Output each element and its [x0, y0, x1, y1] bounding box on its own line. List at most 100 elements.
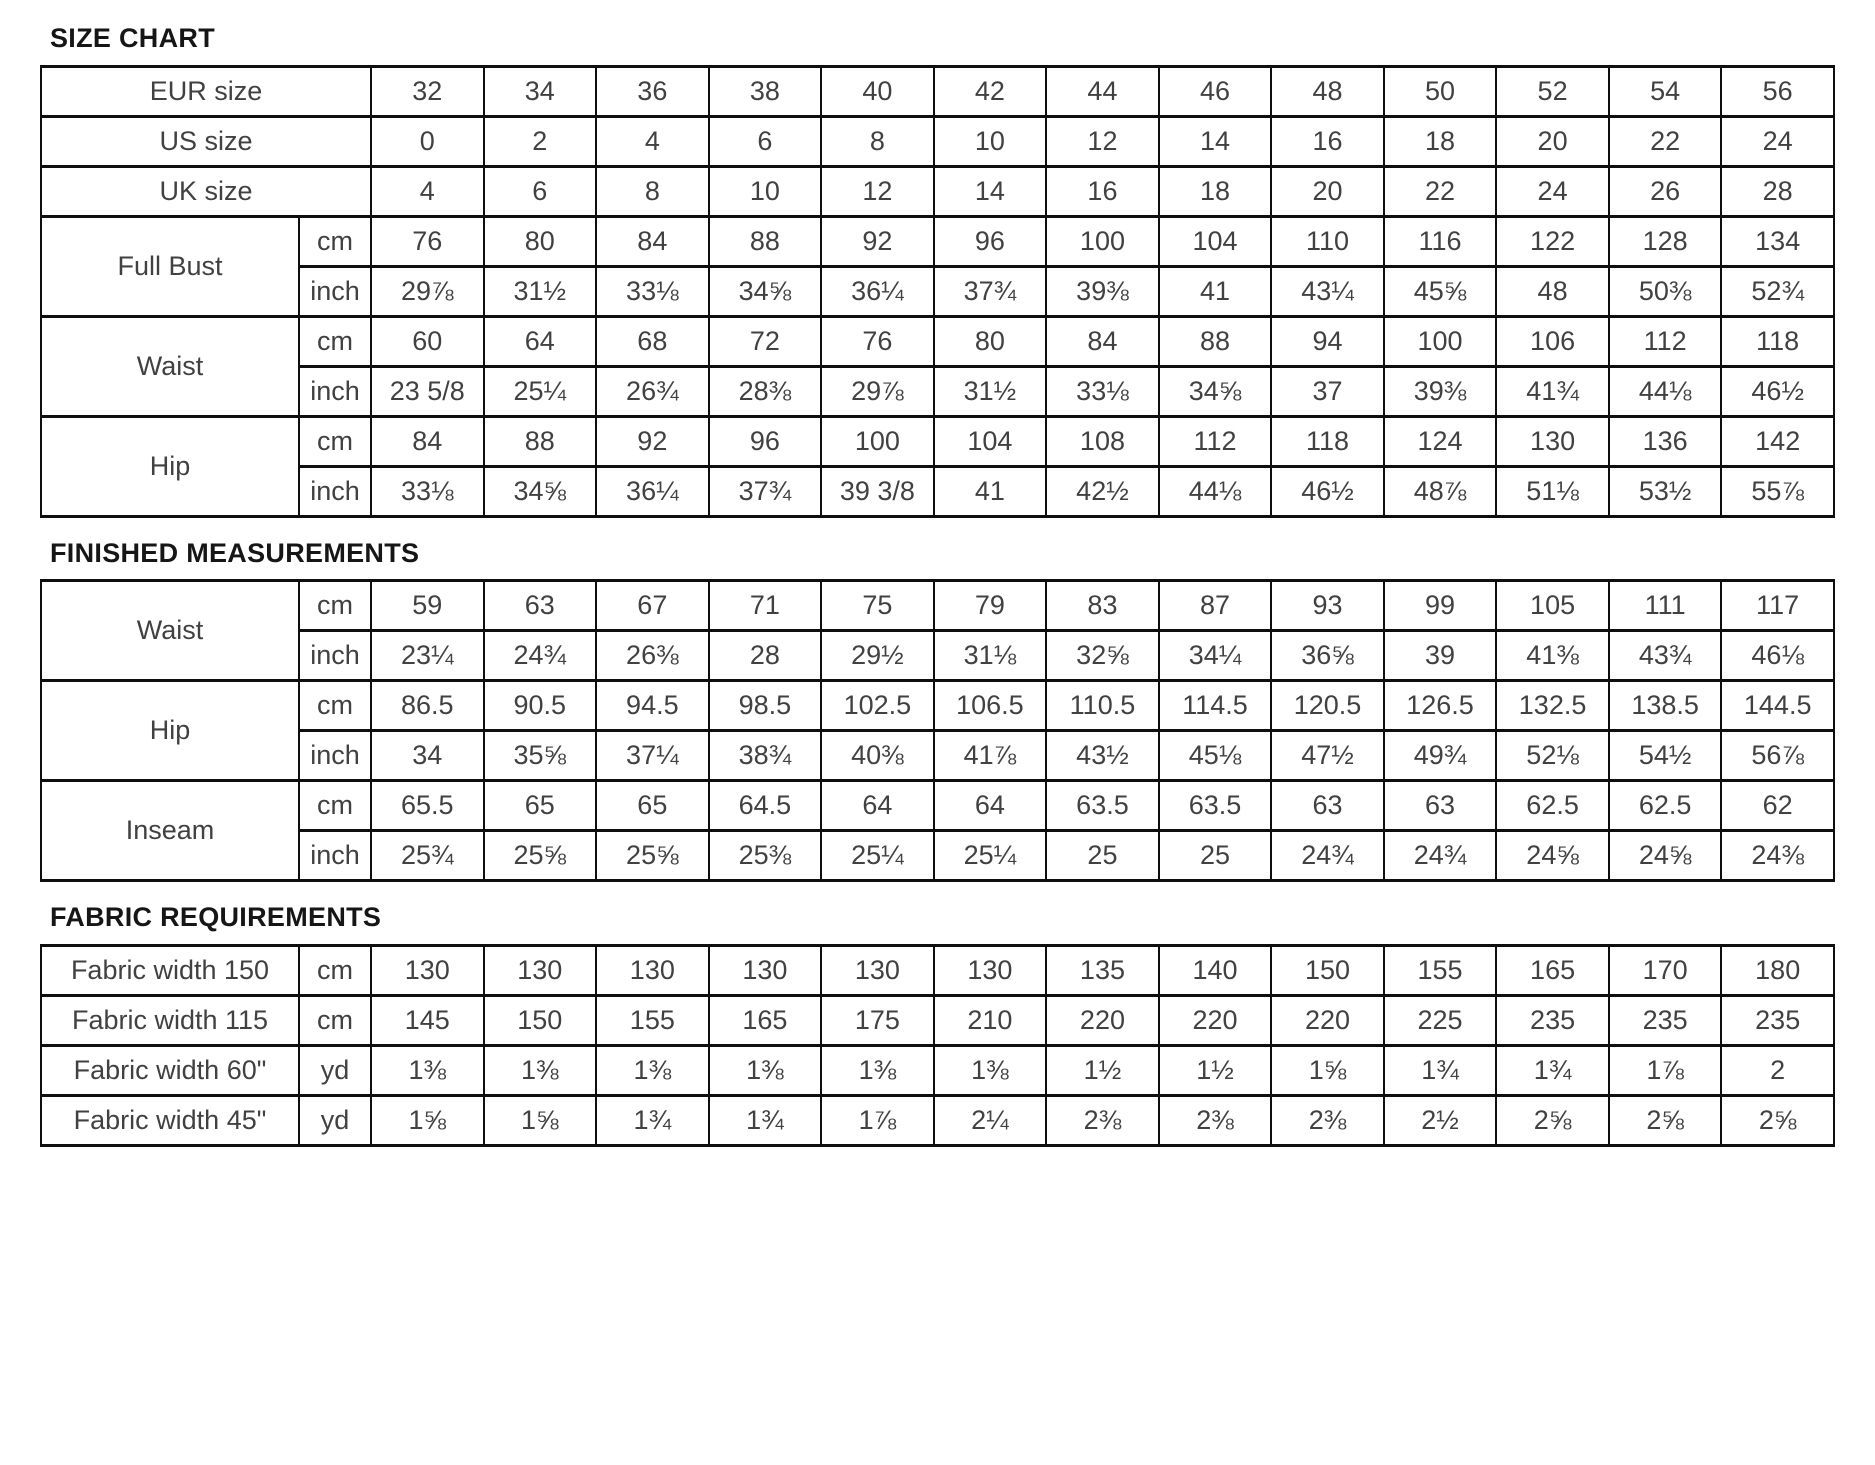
- value-cell: 1⅜: [820, 1044, 935, 1098]
- value-cell: 34⅝: [482, 464, 598, 518]
- value-cell: 1⅜: [595, 1044, 710, 1098]
- value-cell: 54: [1607, 64, 1723, 118]
- value-cell: 45⅝: [1382, 264, 1498, 318]
- value-cell: 24⅝: [1607, 829, 1723, 883]
- value-cell: 80: [482, 214, 598, 268]
- value-cell: 94: [1270, 314, 1385, 368]
- value-cell: 45⅛: [1157, 729, 1273, 783]
- value-cell: 132.5: [1495, 679, 1610, 733]
- value-cell: 142: [1720, 414, 1835, 468]
- value-cell: 46: [1157, 64, 1273, 118]
- value-cell: 60: [370, 314, 485, 368]
- value-cell: 32⅝: [1045, 629, 1160, 683]
- unit-label: inch: [298, 264, 372, 318]
- value-cell: 104: [932, 414, 1048, 468]
- value-cell: 25¼: [482, 364, 598, 418]
- value-cell: 22: [1607, 114, 1723, 168]
- value-cell: 41⅞: [932, 729, 1048, 783]
- value-cell: 39⅜: [1382, 364, 1498, 418]
- value-cell: 33⅛: [370, 464, 485, 518]
- value-cell: 65: [482, 779, 598, 833]
- value-cell: 116: [1382, 214, 1498, 268]
- unit-label: cm: [298, 579, 372, 633]
- value-cell: 63: [1382, 779, 1498, 833]
- value-cell: 59: [370, 579, 485, 633]
- value-cell: 79: [932, 579, 1048, 633]
- value-cell: 110.5: [1045, 679, 1160, 733]
- fabric-requirements-table: Fabric width 150 cm 130 130 130 130 130 130 135 1…: [40, 944, 1835, 1148]
- value-cell: 2⅜: [1045, 1094, 1160, 1148]
- value-cell: 63.5: [1157, 779, 1273, 833]
- value-cell: 26⅜: [595, 629, 710, 683]
- value-cell: 76: [370, 214, 485, 268]
- value-cell: 31⅛: [932, 629, 1048, 683]
- value-cell: 90.5: [482, 679, 598, 733]
- value-cell: 39: [1382, 629, 1498, 683]
- value-cell: 12: [820, 164, 935, 218]
- value-cell: 24: [1495, 164, 1610, 218]
- value-cell: 0: [370, 114, 485, 168]
- value-cell: 130: [820, 944, 935, 998]
- value-cell: 52⅛: [1495, 729, 1610, 783]
- value-cell: 35⅝: [482, 729, 598, 783]
- row-label: Fabric width 45": [40, 1094, 300, 1148]
- value-cell: 235: [1720, 994, 1835, 1048]
- value-cell: 49¾: [1382, 729, 1498, 783]
- value-cell: 50⅜: [1607, 264, 1723, 318]
- value-cell: 1⅞: [1607, 1044, 1723, 1098]
- value-cell: 84: [595, 214, 710, 268]
- value-cell: 4: [370, 164, 485, 218]
- value-cell: 23¼: [370, 629, 485, 683]
- value-cell: 99: [1382, 579, 1498, 633]
- value-cell: 64: [482, 314, 598, 368]
- value-cell: 100: [1382, 314, 1498, 368]
- unit-label: cm: [298, 679, 372, 733]
- value-cell: 29⅞: [820, 364, 935, 418]
- value-cell: 93: [1270, 579, 1385, 633]
- value-cell: 144.5: [1720, 679, 1835, 733]
- value-cell: 2¼: [932, 1094, 1048, 1148]
- value-cell: 20: [1270, 164, 1385, 218]
- value-cell: 140: [1157, 944, 1273, 998]
- value-cell: 29½: [820, 629, 935, 683]
- value-cell: 48: [1270, 64, 1385, 118]
- size-chart-title: SIZE CHART: [50, 23, 215, 53]
- value-cell: 28: [1720, 164, 1835, 218]
- value-cell: 2½: [1382, 1094, 1498, 1148]
- value-cell: 128: [1607, 214, 1723, 268]
- value-cell: 37: [1270, 364, 1385, 418]
- unit-label: cm: [298, 944, 372, 998]
- size-chart-page: SIZE CHART EUR size 32 34 36 38 40 42 44 46 48 50 5…: [40, 23, 1835, 1148]
- value-cell: 36: [595, 64, 710, 118]
- value-cell: 18: [1157, 164, 1273, 218]
- value-cell: 63.5: [1045, 779, 1160, 833]
- value-cell: 48⅞: [1382, 464, 1498, 518]
- value-cell: 130: [1495, 414, 1610, 468]
- value-cell: 155: [595, 994, 710, 1048]
- value-cell: 62.5: [1495, 779, 1610, 833]
- value-cell: 1⅝: [370, 1094, 485, 1148]
- unit-label: cm: [298, 414, 372, 468]
- unit-label: inch: [298, 729, 372, 783]
- value-cell: 110: [1270, 214, 1385, 268]
- value-cell: 220: [1045, 994, 1160, 1048]
- value-cell: 24⅝: [1495, 829, 1610, 883]
- value-cell: 25⅝: [595, 829, 710, 883]
- value-cell: 6: [707, 114, 823, 168]
- value-cell: 33⅛: [1045, 364, 1160, 418]
- value-cell: 32: [370, 64, 485, 118]
- value-cell: 25¾: [370, 829, 485, 883]
- value-cell: 34⅝: [1157, 364, 1273, 418]
- value-cell: 8: [820, 114, 935, 168]
- value-cell: 25⅝: [482, 829, 598, 883]
- value-cell: 24: [1720, 114, 1835, 168]
- value-cell: 105: [1495, 579, 1610, 633]
- value-cell: 62.5: [1607, 779, 1723, 833]
- value-cell: 1⅜: [707, 1044, 823, 1098]
- value-cell: 31½: [932, 364, 1048, 418]
- value-cell: 18: [1382, 114, 1498, 168]
- value-cell: 41⅜: [1495, 629, 1610, 683]
- value-cell: 25: [1157, 829, 1273, 883]
- value-cell: 96: [707, 414, 823, 468]
- row-label: Inseam: [40, 779, 300, 883]
